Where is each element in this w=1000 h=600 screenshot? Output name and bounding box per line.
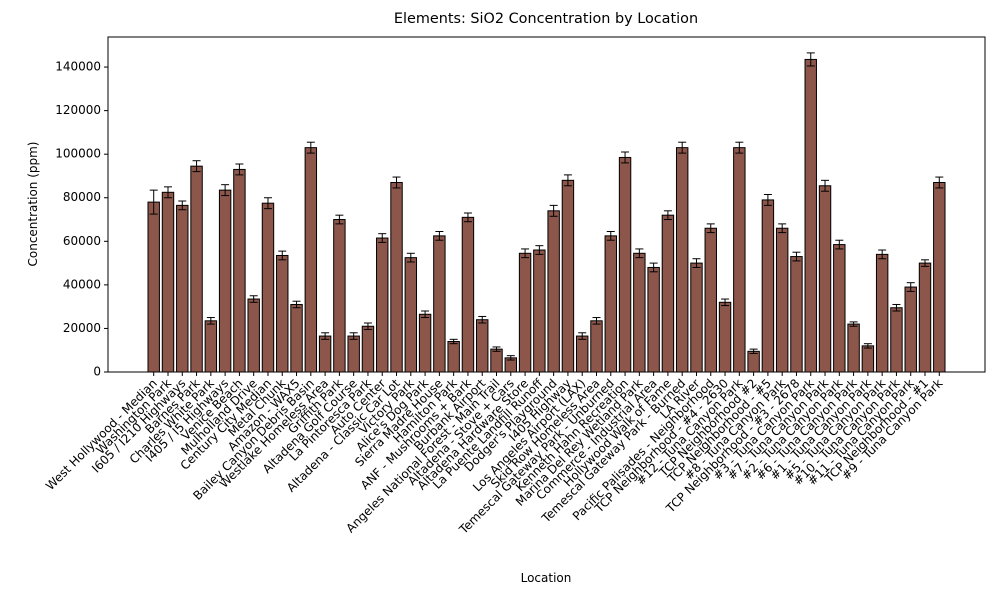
bar bbox=[176, 204, 189, 373]
bar bbox=[775, 227, 789, 373]
bar bbox=[261, 202, 275, 373]
y-tick-label: 80000 bbox=[63, 190, 101, 204]
chart-title: Elements: SiO2 Concentration by Location bbox=[394, 11, 698, 27]
bar bbox=[304, 147, 318, 373]
plot-frame bbox=[107, 36, 986, 373]
bar bbox=[575, 335, 589, 373]
bar bbox=[361, 325, 375, 373]
y-axis-label: Concentration (ppm) bbox=[26, 142, 40, 267]
bar bbox=[276, 254, 289, 373]
bar bbox=[718, 301, 732, 373]
bar bbox=[590, 320, 603, 373]
y-tick-label: 100000 bbox=[55, 147, 101, 161]
bar bbox=[747, 350, 760, 373]
x-axis-label: Location bbox=[521, 571, 572, 585]
bar bbox=[933, 182, 946, 373]
x-tick-label: West Hollywood - Median bbox=[43, 376, 160, 493]
bar bbox=[233, 168, 246, 373]
bar bbox=[704, 227, 717, 373]
bar bbox=[818, 185, 832, 373]
bar bbox=[418, 313, 432, 373]
bar bbox=[376, 237, 389, 373]
bar bbox=[547, 210, 560, 373]
bar bbox=[318, 335, 332, 373]
bar bbox=[790, 256, 803, 373]
bar bbox=[204, 320, 218, 373]
bar bbox=[833, 244, 846, 373]
bar bbox=[290, 303, 303, 373]
bar bbox=[518, 252, 532, 373]
bar bbox=[161, 191, 175, 373]
bar bbox=[647, 266, 660, 373]
bar bbox=[733, 147, 746, 373]
bar bbox=[675, 147, 689, 373]
bar bbox=[533, 249, 546, 373]
bar bbox=[918, 262, 932, 373]
bar bbox=[875, 253, 889, 373]
bar bbox=[690, 262, 703, 373]
bar bbox=[461, 216, 475, 373]
bar bbox=[890, 307, 903, 373]
y-tick-label: 60000 bbox=[63, 234, 101, 248]
bar bbox=[661, 214, 675, 373]
bar bbox=[404, 257, 418, 373]
bar bbox=[604, 235, 617, 373]
bar bbox=[490, 348, 503, 373]
y-tick-label: 0 bbox=[93, 365, 101, 379]
bar bbox=[190, 165, 203, 373]
bar bbox=[847, 323, 860, 373]
bar bbox=[804, 58, 817, 373]
bar bbox=[390, 182, 403, 373]
bar bbox=[247, 298, 260, 373]
y-tick-label: 40000 bbox=[63, 277, 101, 291]
bar bbox=[333, 219, 346, 373]
bar bbox=[476, 319, 489, 373]
bar bbox=[218, 189, 232, 373]
bar bbox=[447, 341, 460, 373]
bar bbox=[347, 335, 360, 373]
bar bbox=[904, 286, 917, 373]
y-tick-label: 140000 bbox=[55, 60, 101, 74]
bar bbox=[147, 201, 160, 373]
y-tick-label: 20000 bbox=[63, 321, 101, 335]
bar bbox=[433, 235, 446, 373]
y-tick-label: 120000 bbox=[55, 103, 101, 117]
bar bbox=[861, 345, 875, 373]
bar bbox=[761, 199, 775, 373]
bar bbox=[618, 156, 632, 373]
bar bbox=[561, 179, 575, 373]
bar bbox=[633, 252, 646, 373]
